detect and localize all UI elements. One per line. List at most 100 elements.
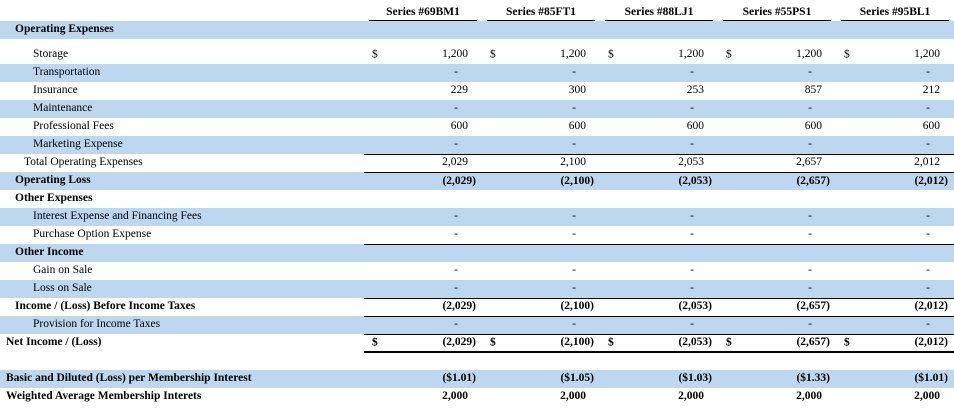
cell-value: - [926, 66, 930, 79]
cell-value: 1,200 [796, 48, 822, 61]
column-header-text: Series #55PS1 [723, 6, 831, 21]
value-cell: - [482, 100, 600, 118]
value-cell: - [600, 136, 718, 155]
value-cell: (2,053) [600, 172, 718, 190]
cell-value: - [454, 318, 458, 331]
cell-value: (2,053) [678, 174, 712, 187]
value-cell: 2,053 [600, 154, 718, 173]
value-cell: 253 [600, 82, 718, 100]
value-cell: 2,000 [600, 388, 718, 406]
value-cell [600, 21, 718, 39]
row-label: Income / (Loss) Before Income Taxes [15, 300, 196, 313]
cell-value: - [690, 210, 694, 223]
cell-value: 600 [450, 120, 468, 133]
cell-value: - [572, 228, 576, 240]
value-cell: - [718, 262, 836, 280]
value-cell [364, 190, 482, 208]
currency-symbol: $ [372, 336, 378, 348]
value-cell: (2,657) [718, 172, 836, 190]
value-cell: - [718, 136, 836, 155]
value-cell: - [836, 226, 954, 245]
value-cell: 2,029 [364, 154, 482, 173]
currency-symbol: $ [726, 48, 732, 61]
table-row: Operating Loss (2,029) (2,100) (2,053) (2,65… [0, 172, 954, 190]
value-cell: $1,200 [836, 46, 954, 64]
table-row: Other Expenses [0, 190, 954, 208]
value-cell: - [364, 316, 482, 335]
value-cell: - [600, 226, 718, 245]
value-cell: - [482, 316, 600, 335]
value-cell: 229 [364, 82, 482, 100]
cell-value: - [690, 282, 694, 294]
cell-value: 212 [922, 84, 940, 97]
table-row: Operating Expenses [0, 21, 954, 39]
value-cell: $1,200 [364, 46, 482, 64]
spacer-row [0, 39, 954, 46]
cell-value: - [690, 66, 694, 79]
cell-value: (2,657) [796, 336, 830, 348]
cell-value: (2,100) [560, 174, 594, 187]
value-cell: 600 [600, 118, 718, 136]
cell-value: 857 [804, 84, 822, 97]
cell-value: - [926, 102, 930, 115]
cell-value: - [808, 318, 812, 331]
row-label: Operating Loss [15, 174, 91, 187]
cell-value: - [572, 282, 576, 294]
cell-value: ($1.33) [796, 372, 830, 385]
table-row: Marketing Expense - - - - - [0, 136, 954, 155]
cell-value: 2,000 [560, 390, 586, 403]
column-header-text: Series #95BL1 [841, 6, 949, 21]
row-label: Maintenance [33, 102, 93, 115]
value-cell: - [364, 208, 482, 226]
cell-value: (2,012) [914, 336, 948, 348]
cell-value: 2,000 [796, 390, 822, 403]
value-cell: - [364, 100, 482, 118]
cell-value: ($1.05) [560, 372, 594, 385]
cell-value: - [572, 102, 576, 115]
row-label: Transportation [33, 66, 101, 79]
value-cell: 2,657 [718, 154, 836, 173]
value-cell: - [600, 64, 718, 82]
cell-value: (2,029) [442, 336, 476, 348]
row-label: Gain on Sale [33, 264, 93, 277]
spacer-cell [0, 352, 954, 370]
column-header-series-3: Series #55PS1 [718, 0, 836, 21]
cell-value: - [454, 264, 458, 277]
column-header-text: Series #88LJ1 [605, 6, 713, 21]
value-cell [836, 190, 954, 208]
row-label: Storage [33, 48, 69, 61]
value-cell: ($1.33) [718, 370, 836, 388]
column-header-series-0: Series #69BM1 [364, 0, 482, 21]
value-cell: - [600, 280, 718, 299]
cell-value: 600 [686, 120, 704, 133]
cell-value: - [454, 138, 458, 150]
table-row: Transportation - - - - - [0, 64, 954, 82]
cell-value: - [690, 138, 694, 150]
value-cell: $ (2,053) [600, 334, 718, 353]
row-label: Interest Expense and Financing Fees [33, 210, 202, 223]
value-cell: - [836, 100, 954, 118]
value-cell: - [836, 316, 954, 335]
currency-symbol: $ [490, 336, 496, 348]
cell-value: (2,100) [560, 300, 594, 313]
value-cell: - [482, 280, 600, 299]
currency-symbol: $ [844, 336, 850, 348]
cell-value: 2,657 [796, 156, 822, 169]
cell-value: - [926, 138, 930, 150]
value-cell [600, 244, 718, 262]
column-header-text: Series #85FT1 [487, 6, 595, 21]
cell-value: ($1.03) [678, 372, 712, 385]
cell-value: - [454, 66, 458, 79]
cell-value: - [926, 210, 930, 223]
value-cell [600, 190, 718, 208]
cell-value: (2,053) [678, 336, 712, 348]
value-cell [718, 21, 836, 39]
value-cell [364, 21, 482, 39]
row-label: Marketing Expense [33, 138, 123, 151]
value-cell: 300 [482, 82, 600, 100]
value-cell: 2,000 [836, 388, 954, 406]
value-cell: - [482, 226, 600, 245]
cell-value: 2,053 [678, 156, 704, 169]
row-label: Provision for Income Taxes [33, 318, 161, 331]
table-body: Operating Expenses Storage $1,200 $1,200 $1,… [0, 21, 954, 406]
